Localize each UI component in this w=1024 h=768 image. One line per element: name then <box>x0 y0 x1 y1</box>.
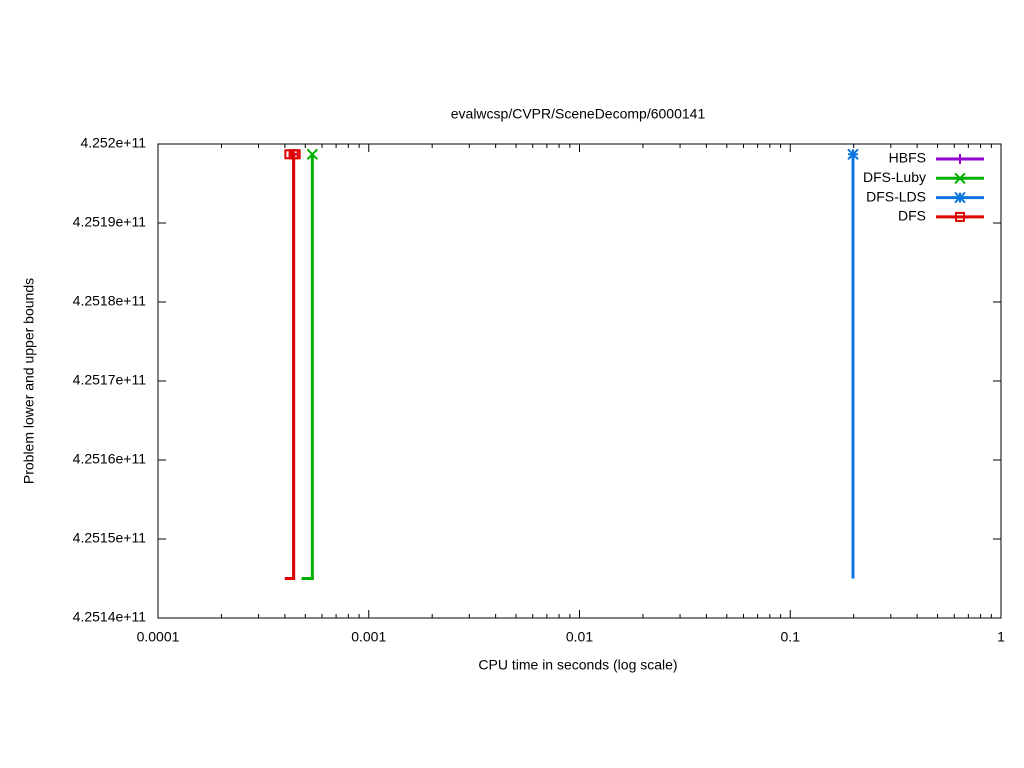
marker <box>955 154 965 164</box>
legend-label: DFS <box>898 208 926 224</box>
marker <box>954 172 966 185</box>
chart-title: evalwcsp/CVPR/SceneDecomp/6000141 <box>451 106 706 122</box>
marker <box>306 148 319 160</box>
marker-stroke <box>954 172 966 185</box>
marker <box>847 148 859 160</box>
x-tick-label: 0.1 <box>781 629 801 645</box>
x-tick-label: 1 <box>997 629 1005 645</box>
y-tick-label: 4.2519e+11 <box>73 214 147 230</box>
legend-label: DFS-LDS <box>866 188 926 204</box>
marker-stroke <box>306 148 319 160</box>
x-tick-label: 0.01 <box>566 629 593 645</box>
y-tick-label: 4.2518e+11 <box>73 293 147 309</box>
plot-frame <box>157 143 1002 619</box>
y-tick-label: 4.2514e+11 <box>73 609 147 625</box>
marker-stroke <box>954 191 966 204</box>
x-axis-label: CPU time in seconds (log scale) <box>478 657 677 673</box>
marker <box>955 211 965 222</box>
y-tick-label: 4.2515e+11 <box>73 530 147 546</box>
y-tick-label: 4.252e+11 <box>80 135 146 151</box>
legend-label: DFS-Luby <box>863 169 926 185</box>
legend-label: HBFS <box>889 150 926 166</box>
marker-square <box>284 149 295 160</box>
marker-square <box>955 211 965 222</box>
marker-square <box>290 149 301 160</box>
x-tick-label: 0.001 <box>351 629 386 645</box>
marker <box>284 149 295 160</box>
y-tick-label: 4.2516e+11 <box>73 451 147 467</box>
series-line <box>284 152 296 580</box>
y-axis-label: Problem lower and upper bounds <box>21 278 37 484</box>
y-tick-label: 4.2517e+11 <box>73 372 147 388</box>
marker <box>954 191 966 204</box>
marker-stroke <box>847 148 859 160</box>
x-tick-label: 0.0001 <box>137 629 180 645</box>
marker <box>290 149 301 160</box>
series-line <box>301 154 314 580</box>
